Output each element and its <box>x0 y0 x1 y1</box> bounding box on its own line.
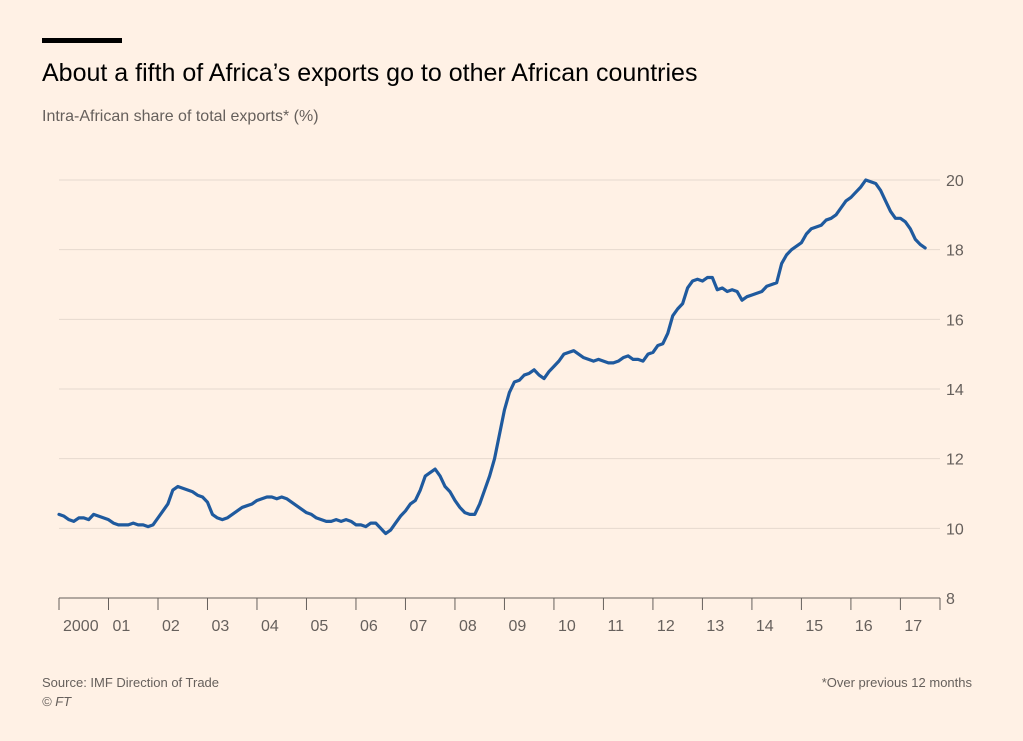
copyright-note: © FT <box>42 694 72 709</box>
x-tick-label: 2000 <box>63 618 99 635</box>
series-line <box>57 178 927 536</box>
chart-subtitle: Intra-African share of total exports* (%… <box>42 108 319 125</box>
series-layer <box>57 178 927 536</box>
x-tick-label: 03 <box>211 618 229 635</box>
x-tick-label: 06 <box>360 618 378 635</box>
x-tick-label: 10 <box>558 618 576 635</box>
x-tick-label: 07 <box>409 618 427 635</box>
x-tick-label: 11 <box>607 618 624 635</box>
ft-header-bar <box>42 38 122 43</box>
y-tick-label: 14 <box>946 382 964 399</box>
x-tick-label: 15 <box>805 618 823 635</box>
x-tick-label: 12 <box>657 618 675 635</box>
y-tick-label: 18 <box>946 243 964 260</box>
x-tick-label: 09 <box>508 618 526 635</box>
x-tick-label: 14 <box>756 618 774 635</box>
y-tick-label: 8 <box>946 591 955 608</box>
x-tick-label: 05 <box>310 618 328 635</box>
y-tick-label: 12 <box>946 452 964 469</box>
y-tick-label: 20 <box>946 173 964 190</box>
x-tick-label: 01 <box>112 618 130 635</box>
y-tick-label: 10 <box>946 521 964 538</box>
x-tick-label: 04 <box>261 618 279 635</box>
x-tick-label: 08 <box>459 618 477 635</box>
chart-title: About a fifth of Africa’s exports go to … <box>42 59 698 87</box>
y-tick-label: 16 <box>946 312 964 329</box>
x-tick-label: 02 <box>162 618 180 635</box>
x-axis: 2000 01 02 03 04 05 06 07 08 09 10 11 12 13 14 15 16 17 <box>58 597 941 635</box>
x-tick-label: 13 <box>706 618 724 635</box>
x-tick-label: 17 <box>904 618 922 635</box>
source-note: Source: IMF Direction of Trade <box>42 675 220 690</box>
y-axis-ticks: 8 10 12 14 16 18 20 <box>946 173 964 608</box>
footnote: *Over previous 12 months <box>821 675 972 690</box>
x-tick-label: 16 <box>855 618 873 635</box>
